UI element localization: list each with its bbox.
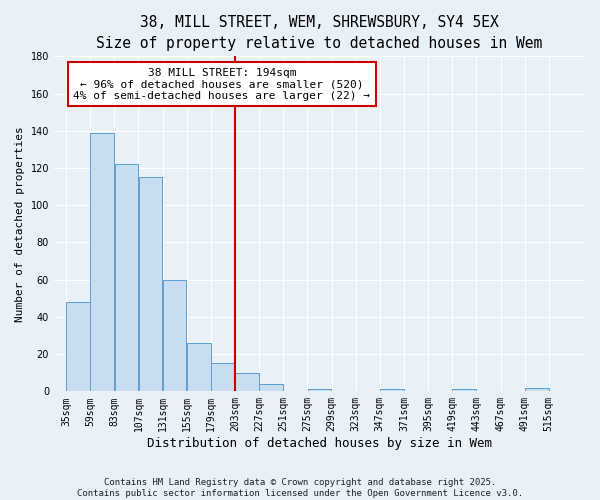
Bar [380, 390, 404, 392]
Bar [91, 132, 114, 392]
Bar [66, 302, 90, 392]
Text: 38 MILL STREET: 194sqm
← 96% of detached houses are smaller (520)
4% of semi-det: 38 MILL STREET: 194sqm ← 96% of detached… [73, 68, 370, 100]
Bar [115, 164, 138, 392]
Text: Contains HM Land Registry data © Crown copyright and database right 2025.
Contai: Contains HM Land Registry data © Crown c… [77, 478, 523, 498]
Bar [452, 390, 476, 392]
Bar [187, 343, 211, 392]
Y-axis label: Number of detached properties: Number of detached properties [15, 126, 25, 322]
Bar [139, 178, 163, 392]
Bar [308, 390, 331, 392]
Bar [259, 384, 283, 392]
Title: 38, MILL STREET, WEM, SHREWSBURY, SY4 5EX
Size of property relative to detached : 38, MILL STREET, WEM, SHREWSBURY, SY4 5E… [97, 15, 542, 51]
Bar [525, 388, 548, 392]
Bar [235, 372, 259, 392]
X-axis label: Distribution of detached houses by size in Wem: Distribution of detached houses by size … [147, 437, 492, 450]
Bar [211, 364, 235, 392]
Bar [163, 280, 187, 392]
